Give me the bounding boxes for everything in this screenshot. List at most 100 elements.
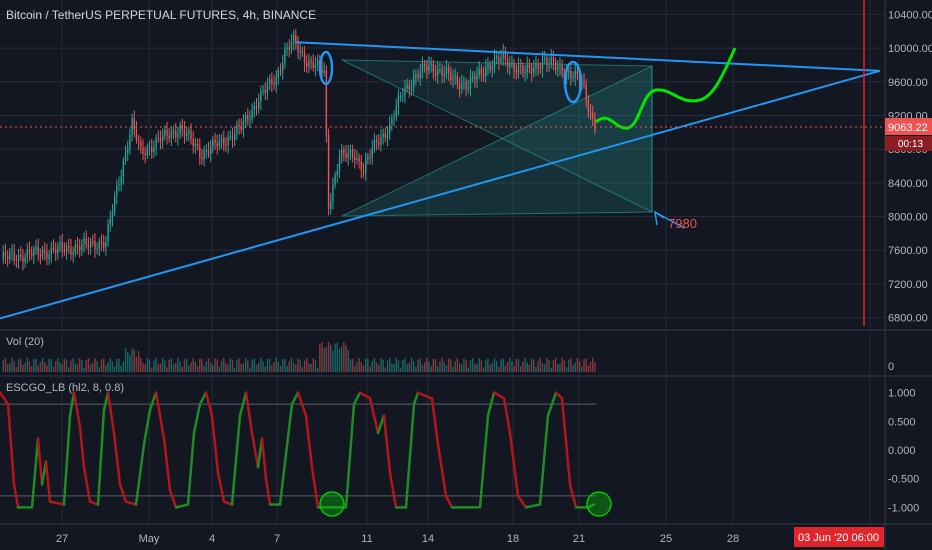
oscillator-segment <box>192 402 202 435</box>
candle-body <box>268 78 271 86</box>
volume-bar <box>220 360 223 372</box>
candle-body <box>467 87 469 89</box>
candle-body <box>410 87 413 90</box>
candle-body <box>201 156 203 160</box>
volume-bar <box>465 359 467 372</box>
candle-body <box>148 147 151 149</box>
oscillator-segment <box>118 483 128 503</box>
volume-bar <box>450 359 452 372</box>
candle-body <box>251 109 253 120</box>
candle-body <box>574 71 576 78</box>
volume-bar <box>175 362 177 372</box>
candle-body <box>406 84 408 89</box>
oscillator-tick-label: 0.000 <box>888 445 916 457</box>
volume-bar <box>192 358 194 372</box>
volume-bar <box>585 358 587 372</box>
volume-bar <box>116 359 118 372</box>
candle-body <box>4 252 7 257</box>
resistance-trendline <box>295 41 881 72</box>
candle-body <box>364 159 367 173</box>
candle-body <box>395 107 397 118</box>
volume-bar <box>65 359 68 372</box>
candle-body <box>166 129 168 136</box>
candle-body <box>286 47 288 49</box>
candle-body <box>522 66 524 74</box>
volume-bar <box>72 358 74 372</box>
volume-bar <box>181 366 183 372</box>
oscillator-segment <box>368 397 380 435</box>
candle-body <box>118 184 120 186</box>
oscillator-segment <box>222 500 234 506</box>
volume-bar <box>57 358 59 372</box>
volume-bar <box>262 361 264 372</box>
candle-body <box>120 176 122 185</box>
volume-bar <box>583 359 585 372</box>
volume-bar <box>581 366 583 372</box>
trendlines[interactable] <box>0 41 881 320</box>
volume-bar <box>356 361 358 372</box>
candle-body <box>216 143 218 147</box>
candle-body <box>183 129 186 137</box>
candle-body <box>87 244 90 248</box>
volume-bar <box>550 367 552 372</box>
candle-body <box>561 65 563 74</box>
volume-bar <box>463 358 465 372</box>
price-axes: 10400.0010000.009600.009200.008800.00840… <box>885 9 932 514</box>
candle-body <box>24 256 26 263</box>
volume-bar <box>6 363 9 372</box>
candle-body <box>177 134 179 138</box>
candle-body <box>327 134 330 209</box>
volume-bar <box>284 359 286 372</box>
volume-bar <box>81 360 83 372</box>
volume-bar <box>397 360 400 372</box>
volume-bar <box>415 366 417 372</box>
oscillator-highlight-circle <box>586 491 612 517</box>
oscillator-segment <box>538 414 550 506</box>
volume-bar <box>408 362 411 372</box>
oscillator-series <box>0 391 596 509</box>
volume-bar <box>297 358 299 372</box>
candle-body <box>482 73 485 76</box>
volume-bar <box>96 360 98 372</box>
candle-body <box>351 150 354 158</box>
candle-body <box>244 115 247 122</box>
time-tick-label: 28 <box>727 533 739 545</box>
volume-bar <box>570 358 572 372</box>
volume-bar <box>493 358 496 372</box>
candle-body <box>340 150 343 159</box>
volume-bar <box>244 358 247 372</box>
volume-bar <box>87 358 90 372</box>
volume-bar <box>395 358 397 372</box>
volume-bar <box>109 358 111 372</box>
oscillator-segment <box>508 431 520 498</box>
oscillator-segment <box>502 397 512 435</box>
volume-bar <box>340 346 343 372</box>
volume-bar <box>445 365 448 372</box>
candle-body <box>502 51 504 58</box>
candle-body <box>380 136 382 145</box>
volume-bar <box>367 359 369 372</box>
volume-bar <box>546 358 548 372</box>
candle-body <box>155 138 157 148</box>
candle-body <box>103 243 105 248</box>
oscillator-segment <box>310 465 320 509</box>
volume-bar <box>552 360 555 372</box>
candle-body <box>63 249 66 252</box>
volume-bar <box>428 361 430 372</box>
candle-body <box>360 161 363 172</box>
candle-body <box>500 57 502 62</box>
volume-bar <box>430 366 432 372</box>
volume-bar <box>223 358 225 372</box>
volume-bar <box>218 366 221 372</box>
volume-bar <box>375 362 378 372</box>
volume-bar <box>565 367 568 372</box>
volume-bar <box>229 358 232 372</box>
candle-body <box>373 139 376 149</box>
volume-bar <box>258 362 260 372</box>
oscillator-segment <box>296 391 308 417</box>
candle-body <box>469 77 472 88</box>
candle-body <box>172 131 175 133</box>
candle-body <box>432 63 435 73</box>
oscillator-segment <box>88 500 100 506</box>
